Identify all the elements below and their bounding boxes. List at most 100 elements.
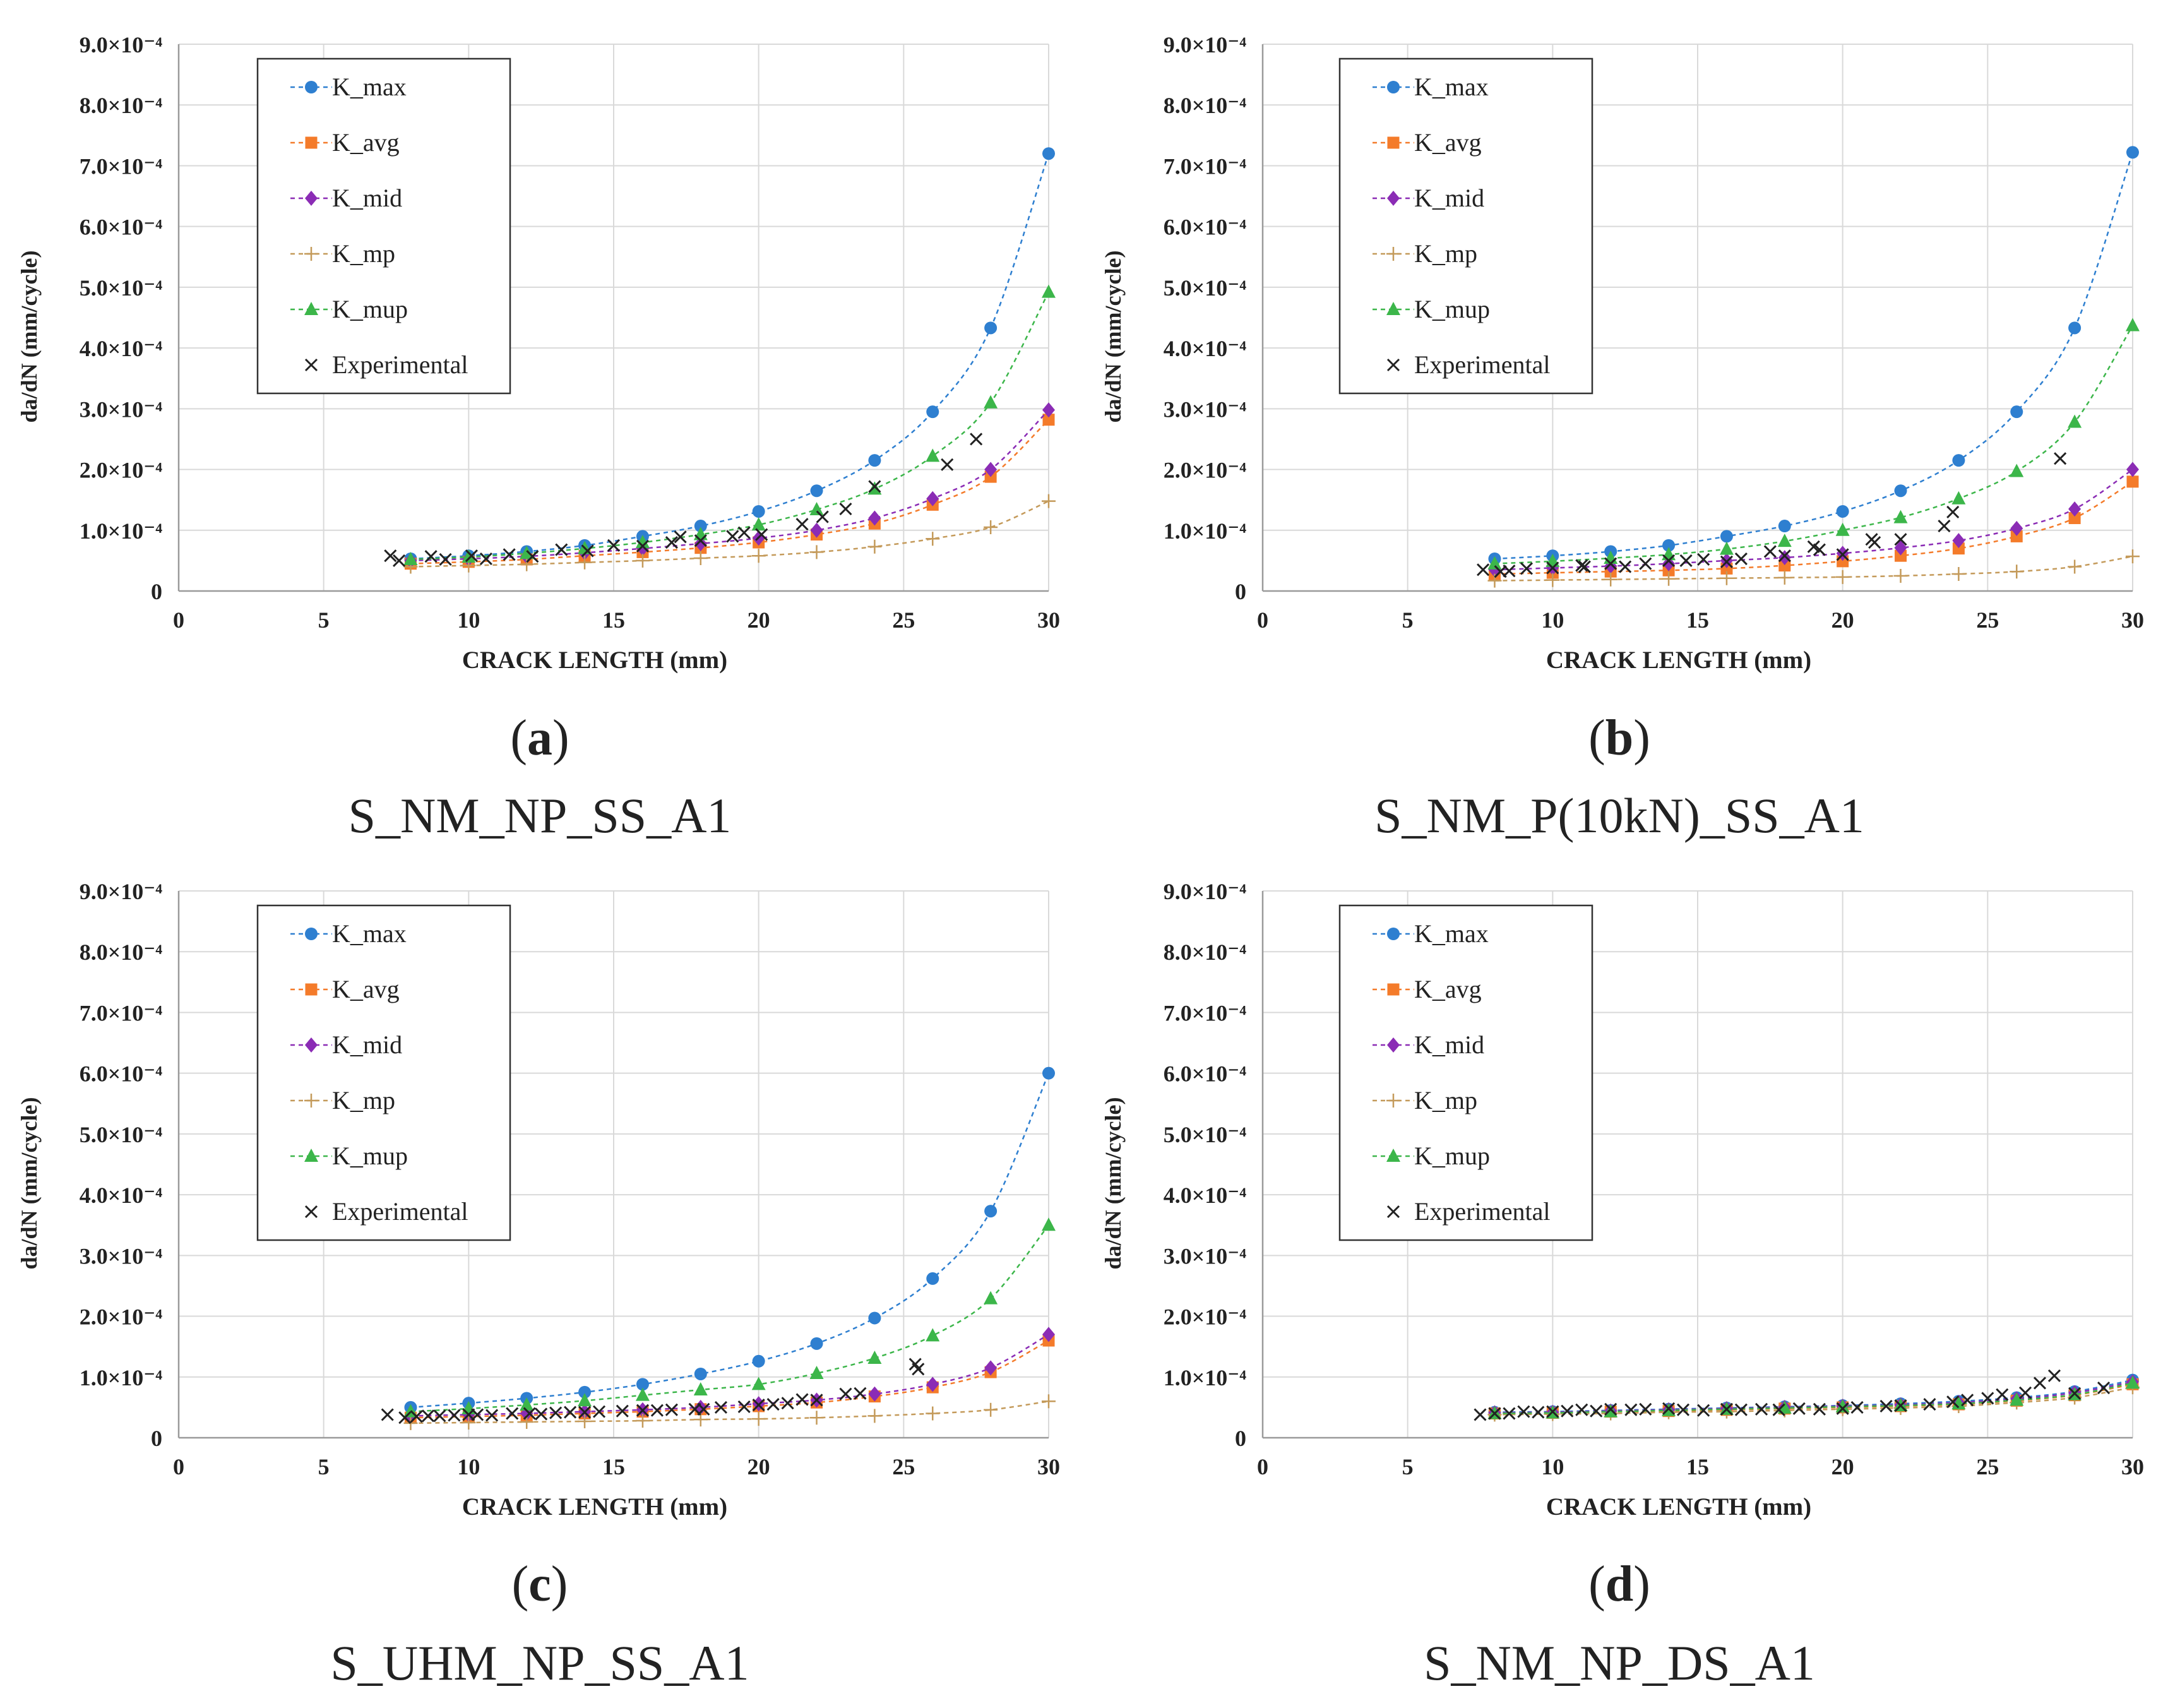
y-tick-label: 5.0×10⁻⁴ [1164,275,1247,301]
panel-caption-letter: (b) [1588,710,1650,766]
x-tick-label: 5 [1402,1454,1414,1479]
series-line [1494,469,2133,571]
data-point [578,1393,592,1407]
x-axis-title: CRACK LENGTH (mm) [462,647,727,674]
data-point [737,1400,751,1413]
legend-item: K_avg [1373,975,1482,1003]
legend-marker [1387,983,1400,996]
y-tick-label: 8.0×10⁻⁴ [80,93,163,118]
x-tick-label: 30 [1037,1454,1060,1479]
data-point [868,510,881,526]
data-point [1676,1403,1690,1416]
legend-marker [304,1149,318,1162]
series-k-avg [404,1334,1055,1424]
data-point [410,1410,423,1423]
data-point [2068,321,2082,335]
legend: K_max K_avg K_mid K_mp K_mup Experimental [1338,904,1593,1241]
y-tick-label: 3.0×10⁻⁴ [1164,1243,1247,1269]
data-point [810,484,823,498]
data-point [1835,570,1850,584]
caption-paren: ( [510,710,527,766]
y-tick-label: 0 [1235,1426,1246,1451]
data-point [1763,545,1777,558]
data-point [781,1397,794,1410]
y-tick-label: 3.0×10⁻⁴ [1164,397,1247,422]
series-line [410,1334,1049,1417]
y-tick-label: 9.0×10⁻⁴ [80,879,163,904]
caption-letter: a [527,710,552,766]
data-point [1836,505,1849,518]
data-point [1662,539,1676,552]
y-tick-label: 1.0×10⁻⁴ [80,518,163,544]
data-point [2010,520,2023,536]
data-point [1719,541,1734,555]
data-point [1546,561,1559,575]
data-point [1662,571,1676,586]
panel-caption-title: S_NM_NP_SS_A1 [348,788,732,843]
x-tick-label: 10 [1541,1454,1564,1479]
legend-item: K_mp [1373,1086,1477,1114]
y-axis-title: da/dN (mm/cycle) [16,251,42,423]
data-point [751,549,766,563]
data-point [1042,1394,1056,1409]
y-tick-label: 6.0×10⁻⁴ [80,1061,163,1087]
legend-label: K_avg [1414,128,1482,157]
data-point [2047,1369,2061,1382]
data-point [912,1363,925,1376]
data-point [1532,1406,1545,1419]
data-point [1662,1402,1676,1415]
data-point [520,546,534,559]
data-point [2126,462,2139,477]
data-point [1961,1394,1974,1407]
data-point [384,549,397,563]
series-line [410,1339,1049,1419]
legend-marker [304,358,318,372]
legend-marker [304,1094,318,1108]
data-point [1879,1399,1893,1413]
data-point [578,1406,592,1419]
legend-label: K_max [1414,73,1489,101]
data-point [1477,563,1490,576]
legend-label: K_mid [1414,184,1484,212]
y-tick-label: 4.0×10⁻⁴ [80,1183,163,1208]
data-point [1517,1405,1530,1418]
legend-marker [1387,1037,1400,1053]
data-point [2068,512,2081,525]
data-point [421,1409,435,1423]
data-point [581,544,594,558]
series-experimental [1477,452,2067,578]
data-point [2097,1382,2111,1395]
legend-label: Experimental [332,350,468,379]
data-point [755,528,768,541]
data-point [1754,1402,1768,1416]
legend: K_max K_avg K_mid K_mp K_mup Experimental [1338,57,1593,395]
legend-item: K_mid [290,184,402,212]
y-axis-title: da/dN (mm/cycle) [16,1097,42,1270]
data-point [636,1378,649,1391]
data-point [694,520,707,533]
data-point [636,1404,649,1417]
y-tick-label: 3.0×10⁻⁴ [80,1243,163,1269]
data-point [984,520,998,534]
data-point [1720,555,1733,568]
data-point [1836,1402,1849,1415]
legend-item: K_max [290,919,407,948]
data-point [433,1409,446,1423]
data-point [1720,1402,1733,1416]
data-point [1951,491,1966,505]
data-point [1951,567,1966,582]
data-point [1734,1403,1748,1416]
data-point [809,502,824,516]
legend-item: Experimental [304,1197,468,1226]
data-point [941,458,954,471]
x-tick-label: 30 [2121,607,2144,633]
data-point [1042,1066,1055,1080]
panel-caption-title: S_UHM_NP_SS_A1 [330,1635,749,1690]
x-tick-label: 5 [1402,607,1414,633]
y-tick-label: 7.0×10⁻⁴ [80,1000,163,1025]
x-tick-label: 20 [747,1454,770,1479]
data-point [1868,535,1881,549]
data-point [926,405,939,419]
data-point [2010,1392,2024,1406]
legend-box [1338,904,1593,1241]
